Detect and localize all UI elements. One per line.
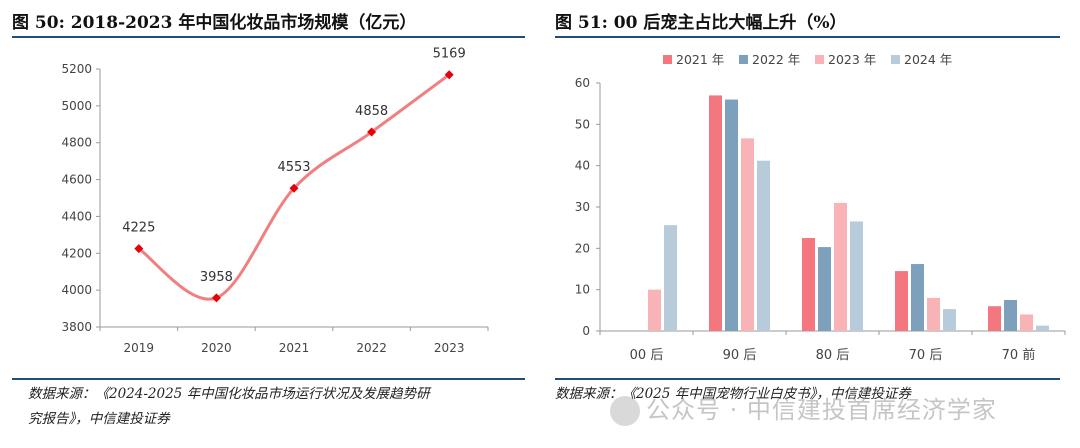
- bar: [988, 306, 1001, 331]
- data-label: 4858: [355, 104, 388, 119]
- bar: [1004, 300, 1017, 331]
- bar: [725, 99, 738, 332]
- legend-swatch: [815, 55, 824, 64]
- x-tick-label: 80 后: [816, 348, 850, 363]
- data-label: 4553: [277, 160, 310, 175]
- bar: [709, 95, 722, 332]
- legend-swatch: [739, 55, 748, 64]
- watermark: 公众号 · 中信建投首席经济学家: [610, 390, 997, 426]
- y-tick-label: 5000: [61, 99, 92, 113]
- y-tick-label: 0: [582, 324, 590, 338]
- x-tick-label: 90 后: [723, 348, 757, 363]
- bar: [834, 202, 847, 331]
- left-figure: 图 50: 2018-2023 年中国化妆品市场规模（亿元） 3800 4000 4…: [0, 0, 525, 448]
- data-point-marker: [134, 244, 144, 254]
- y-tick-label: 10: [575, 283, 590, 297]
- right-figure-title: 图 51: 00 后宠主占比大幅上升（%）: [555, 13, 847, 33]
- y-tick-label: 3800: [61, 320, 92, 334]
- legend-label: 2024 年: [904, 52, 952, 67]
- x-tick-label: 00 后: [630, 348, 664, 363]
- bar: [818, 247, 831, 331]
- y-tick-label: 4200: [61, 246, 92, 260]
- x-tick-label: 2020: [201, 341, 232, 355]
- data-point-marker: [367, 127, 377, 137]
- data-label: 5169: [433, 47, 466, 62]
- left-source-line-2: 究报告》，中信建投证券: [28, 411, 170, 427]
- y-tick-label: 4400: [61, 209, 92, 223]
- left-source-rule: [12, 378, 525, 380]
- right-source-rule: [555, 378, 1060, 380]
- x-tick-label: 2022: [356, 341, 387, 355]
- left-title-rule: [12, 36, 525, 38]
- right-source-line-1: 数据来源：《2025 年中国宠物行业白皮书》，中信建投证券: [555, 386, 911, 402]
- bar: [757, 160, 770, 331]
- y-tick-label: 20: [575, 241, 590, 255]
- bar: [802, 238, 815, 331]
- bar: [664, 225, 677, 331]
- market-size-series-line: [137, 73, 451, 301]
- legend-label: 2023 年: [828, 52, 876, 67]
- bar: [927, 297, 940, 331]
- y-tick-label: 30: [575, 200, 590, 214]
- legend-label: 2021 年: [676, 52, 724, 67]
- market-size-line-chart: 3800 4000 4200 4400 4600 4800 5000 5200 2019 2020…: [61, 47, 489, 355]
- bar: [895, 271, 908, 331]
- right-title-rule: [555, 36, 1060, 38]
- left-source-line-1: 数据来源：《2024-2025 年中国化妆品市场运行状况及发展趋势研: [28, 386, 430, 402]
- y-tick-label: 5200: [61, 62, 92, 76]
- y-tick-label: 50: [575, 117, 590, 131]
- y-tick-label: 60: [575, 76, 590, 90]
- watermark-text: 公众号 · 中信建投首席经济学家: [646, 396, 997, 424]
- legend-swatch: [663, 55, 672, 64]
- y-tick-label: 40: [575, 159, 590, 173]
- bar: [1036, 325, 1049, 331]
- data-point-marker: [444, 70, 454, 80]
- left-figure-title: 图 50: 2018-2023 年中国化妆品市场规模（亿元）: [12, 13, 417, 33]
- bar: [850, 221, 863, 331]
- pet-owner-bar-chart: 0 10 20 30 40 50 60 00 后 90 后 80 后 70 后 70 前 2021 年 2…: [575, 52, 1066, 363]
- x-tick-label: 70 前: [1002, 347, 1036, 363]
- x-tick-label: 2021: [279, 341, 310, 355]
- left-source-note: 数据来源：《2024-2025 年中国化妆品市场运行状况及发展趋势研 究报告》，…: [28, 382, 523, 432]
- data-label: 4225: [122, 221, 155, 236]
- legend-label: 2022 年: [752, 52, 800, 67]
- right-figure: 图 51: 00 后宠主占比大幅上升（%） 0 10 20 30 40 50 60 00 后 9…: [555, 0, 1080, 448]
- x-tick-label: 2019: [124, 341, 155, 355]
- data-label: 3958: [200, 270, 233, 285]
- data-point-marker: [211, 293, 221, 303]
- x-tick-label: 70 后: [909, 348, 943, 363]
- bar: [911, 264, 924, 331]
- legend-swatch: [891, 55, 900, 64]
- data-point-marker: [289, 183, 299, 193]
- wechat-icon: [610, 396, 640, 426]
- bar: [741, 138, 754, 331]
- y-tick-label: 4800: [61, 136, 92, 150]
- x-tick-label: 2023: [434, 341, 465, 355]
- bar: [648, 289, 661, 331]
- y-tick-label: 4000: [61, 283, 92, 297]
- right-source-note: 数据来源：《2025 年中国宠物行业白皮书》，中信建投证券: [555, 382, 1060, 407]
- y-tick-label: 4600: [61, 173, 92, 187]
- bar: [1020, 314, 1033, 331]
- bar: [943, 309, 956, 331]
